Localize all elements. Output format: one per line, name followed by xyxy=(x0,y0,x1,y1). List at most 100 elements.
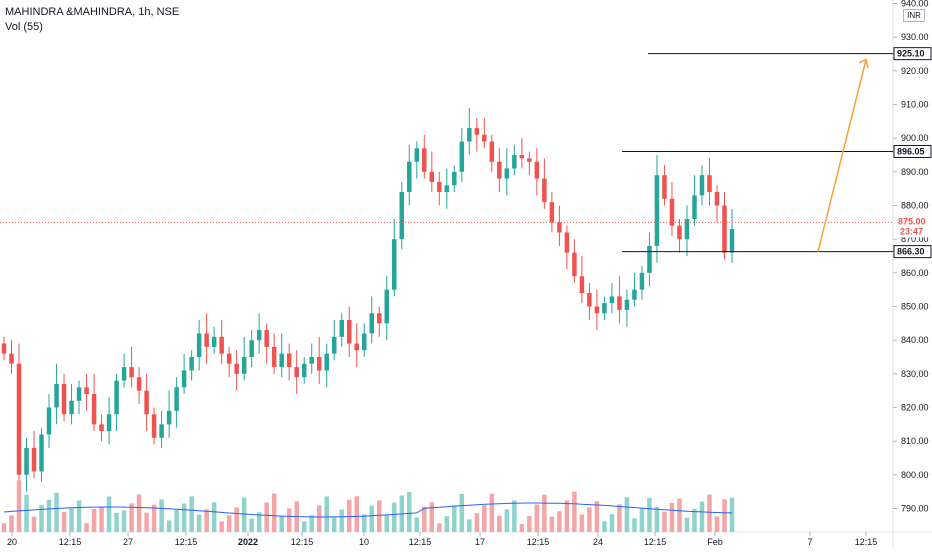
volume-bar xyxy=(181,503,187,532)
candle-body xyxy=(722,205,727,253)
currency-badge[interactable]: INR xyxy=(903,9,925,22)
y-tick-label: 890.00 xyxy=(901,167,929,177)
x-tick-label: 7 xyxy=(807,537,812,547)
volume-bar xyxy=(99,507,104,532)
volume-bar xyxy=(444,516,450,532)
candle-body xyxy=(632,289,637,300)
volume-bar xyxy=(714,516,720,532)
candle-body xyxy=(181,370,187,388)
volume-bar xyxy=(407,491,412,532)
candle-body xyxy=(677,225,682,240)
x-tick-label: 12:15 xyxy=(175,537,198,547)
candle-body xyxy=(241,357,247,374)
candle-body xyxy=(226,353,232,364)
volume-bar xyxy=(316,505,322,532)
current-price-label: 875.00 xyxy=(898,216,926,226)
candle-body xyxy=(519,155,525,159)
volume-bar xyxy=(617,504,622,532)
volume-bar xyxy=(654,507,660,532)
volume-bar xyxy=(301,521,307,532)
volume-bar xyxy=(271,493,277,532)
level-price-label: 925.10 xyxy=(897,49,925,59)
candle-body xyxy=(684,218,690,240)
volume-bar xyxy=(106,496,112,532)
volume-bar xyxy=(677,498,682,532)
candle-body xyxy=(429,171,435,182)
candle-body xyxy=(579,276,585,294)
volume-bar xyxy=(136,494,142,532)
candle-body xyxy=(211,336,217,347)
candle-body xyxy=(399,192,405,240)
volume-bar xyxy=(564,500,570,532)
candle-body xyxy=(46,407,52,435)
volume-bar xyxy=(24,494,29,532)
volume-indicator-label[interactable]: Vol (55) xyxy=(5,21,43,33)
candle-body xyxy=(407,161,412,193)
volume-bar xyxy=(31,516,37,532)
candle-body xyxy=(534,161,540,179)
volume-bar xyxy=(452,506,457,532)
volume-bar xyxy=(414,517,420,532)
candle-body xyxy=(279,353,284,368)
volume-bar xyxy=(279,516,284,532)
candle-body xyxy=(459,141,465,172)
candle-body xyxy=(474,128,480,135)
volume-bar xyxy=(174,509,179,532)
y-tick-label: 830.00 xyxy=(901,369,929,379)
volume-bar xyxy=(264,502,269,532)
volume-bar xyxy=(662,511,667,532)
volume-bar xyxy=(542,494,547,532)
y-tick-label: 900.00 xyxy=(901,133,929,143)
volume-bar xyxy=(527,516,532,532)
candle-body xyxy=(136,377,142,391)
volume-bar xyxy=(54,492,59,532)
volume-bar xyxy=(647,497,652,532)
candle-body xyxy=(189,357,194,371)
volume-bar xyxy=(594,501,600,532)
y-tick-label: 800.00 xyxy=(901,470,929,480)
candle-body xyxy=(346,319,352,344)
x-tick-label: 24 xyxy=(593,537,603,547)
candle-body xyxy=(84,387,89,395)
volume-bar xyxy=(624,497,630,532)
volume-bar xyxy=(121,510,127,532)
candle-body xyxy=(24,447,29,475)
volume-bar xyxy=(377,500,382,532)
candle-body xyxy=(361,333,367,351)
y-tick-label: 910.00 xyxy=(901,100,929,110)
volume-bar xyxy=(9,515,14,532)
symbol-title[interactable]: MAHINDRA &MAHINDRA, 1h, NSE xyxy=(5,6,180,18)
candle-body xyxy=(639,272,645,290)
x-tick-label: Feb xyxy=(707,537,723,547)
candle-body xyxy=(444,185,450,193)
candle-body xyxy=(316,357,322,371)
candle-body xyxy=(204,333,209,347)
volume-bar xyxy=(129,503,134,532)
volume-bar xyxy=(384,515,390,532)
candle-body xyxy=(594,306,600,314)
level-price-label: 866.30 xyxy=(897,247,925,257)
volume-bar xyxy=(151,504,157,532)
volume-bar xyxy=(534,504,540,532)
x-tick-label: 12:15 xyxy=(409,537,432,547)
candle-body xyxy=(114,380,119,415)
x-tick-label: 12:15 xyxy=(644,537,667,547)
volume-bar xyxy=(324,496,329,532)
candle-body xyxy=(16,363,22,475)
candle-body xyxy=(354,343,359,351)
y-tick-label: 820.00 xyxy=(901,403,929,413)
candle-body xyxy=(309,357,314,364)
candle-body xyxy=(527,158,532,162)
volume-ma-line xyxy=(3,502,733,518)
volume-bar xyxy=(219,521,224,532)
candle-body xyxy=(414,148,420,162)
candle-body xyxy=(196,333,202,357)
volume-bar xyxy=(256,512,262,532)
volume-bar xyxy=(707,494,712,532)
countdown-label: 23:47 xyxy=(900,226,923,236)
volume-bar xyxy=(204,509,209,532)
candle-body xyxy=(264,330,269,347)
candle-body xyxy=(301,363,307,378)
